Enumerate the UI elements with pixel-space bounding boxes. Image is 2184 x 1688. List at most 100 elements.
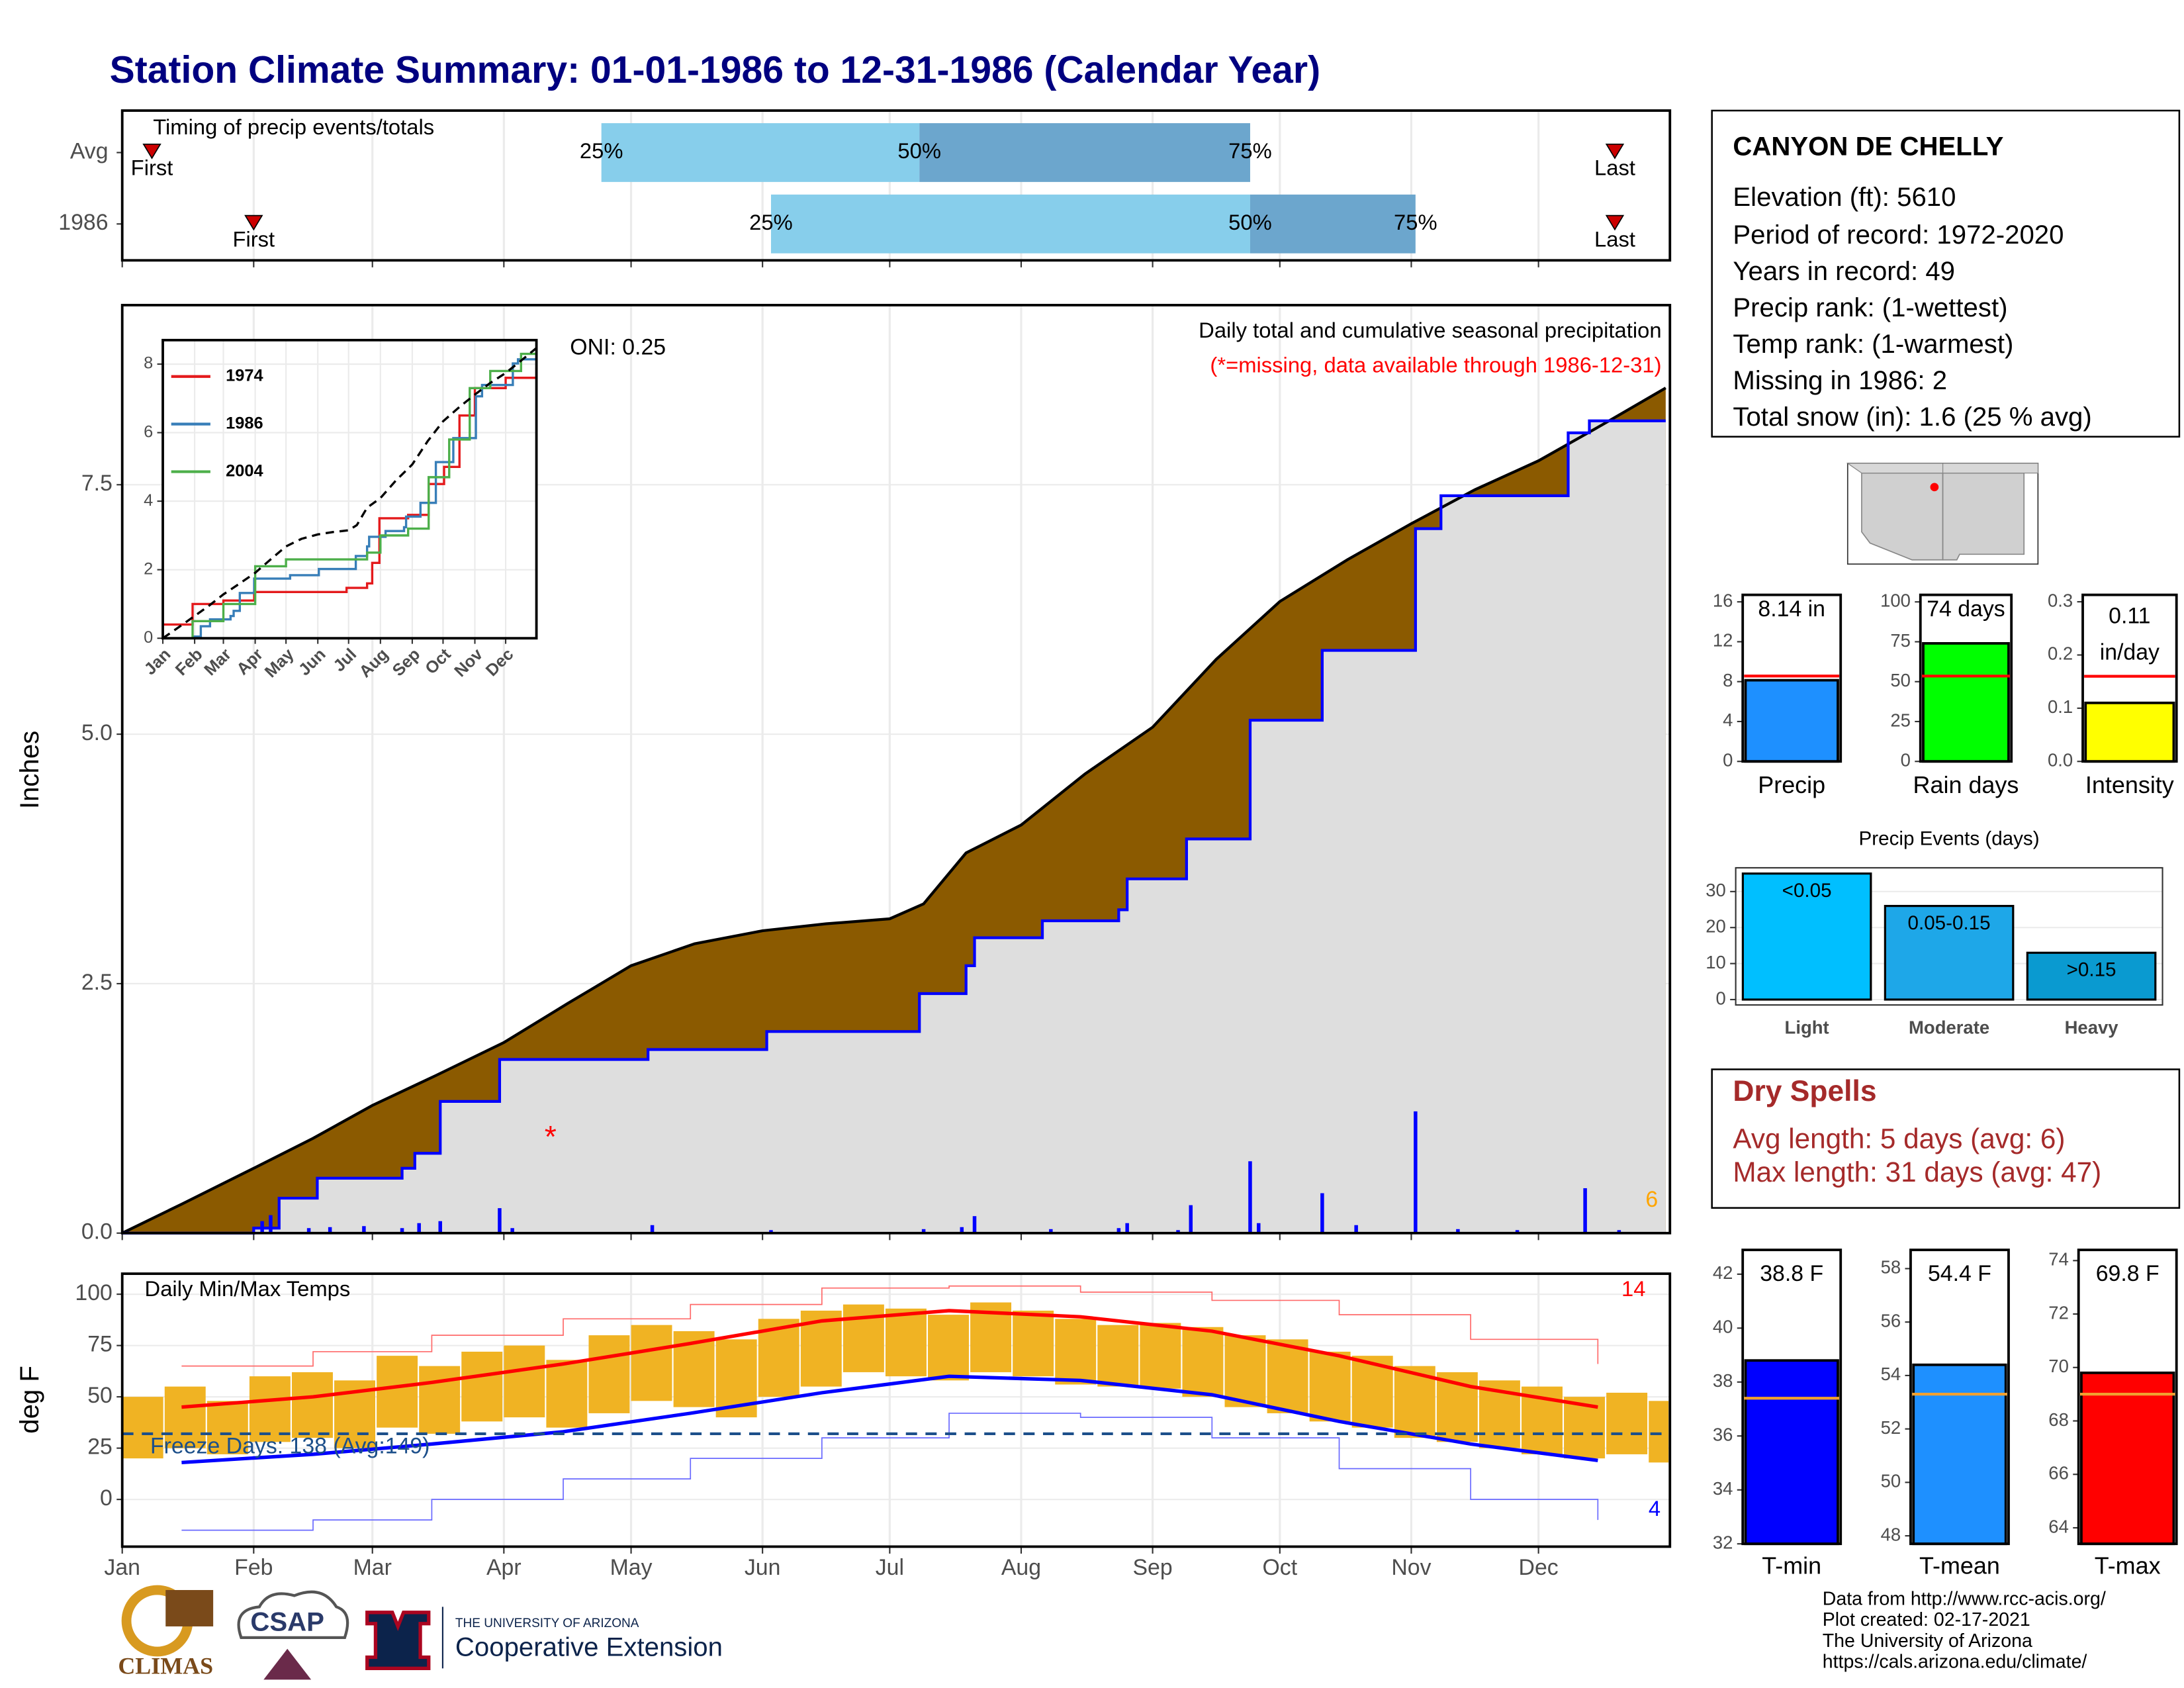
inset-background	[163, 340, 537, 639]
csap-mountain	[263, 1648, 312, 1680]
y-tick-label: 4	[1723, 710, 1733, 730]
y-tick-label: 50	[1890, 670, 1911, 690]
x-axis-label: T-mean	[1919, 1552, 2000, 1579]
plot-frame	[1735, 867, 2163, 1006]
daily-bar	[1049, 1229, 1053, 1233]
value-label: 0.11	[2109, 603, 2150, 628]
page-title: Station Climate Summary: 01-01-1986 to 1…	[110, 49, 1320, 91]
daily-bar	[960, 1227, 964, 1233]
y-tick-label: 50	[87, 1383, 113, 1408]
daily-bar	[438, 1221, 442, 1233]
dry-spells-line: Max length: 31 days (avg: 47)	[1733, 1156, 2101, 1188]
daily-bar	[1116, 1228, 1121, 1233]
y-tick-label: 75	[1890, 630, 1911, 651]
daily-bar	[510, 1228, 514, 1233]
daily-bar	[1456, 1229, 1460, 1233]
annotation: Daily total and cumulative seasonal prec…	[1199, 318, 1661, 342]
quartile-bar	[770, 194, 1250, 254]
panel-title: Daily Min/Max Temps	[145, 1276, 351, 1301]
csap-label: CSAP	[250, 1607, 324, 1636]
footer-line: The University of Arizona	[1823, 1630, 2032, 1652]
event-label: Last	[1594, 226, 1635, 251]
y-tick-label: 58	[1881, 1257, 1901, 1278]
climas-label: CLIMAS	[118, 1653, 213, 1679]
record-line	[181, 1285, 1599, 1367]
y-tick-label: 5.0	[81, 720, 113, 745]
locator-map	[1846, 463, 2039, 565]
temp-range-bar	[122, 1397, 163, 1459]
y-tick-label: 4	[144, 491, 153, 510]
temp-range-bar	[1182, 1327, 1224, 1397]
annotation: ONI: 0.25	[570, 334, 666, 359]
y-tick-label: 52	[1881, 1417, 1901, 1438]
temp-range-bar	[928, 1315, 969, 1381]
legend-label: 1986	[226, 414, 263, 432]
event-label: First	[232, 226, 275, 251]
dry-spells-title: Dry Spells	[1733, 1075, 1876, 1107]
plot-frame	[161, 338, 538, 640]
event-label: Last	[1594, 156, 1635, 180]
value-label: 54.4 F	[1928, 1261, 1991, 1286]
daily-bar	[1248, 1161, 1252, 1233]
y-tick-label: 25	[87, 1434, 113, 1460]
quartile-label: 75%	[1394, 210, 1437, 234]
legend-label: 1974	[226, 366, 263, 385]
annotation: 6	[1645, 1187, 1658, 1212]
y-tick-label: 0	[1716, 988, 1726, 1008]
map-state	[1942, 472, 2025, 561]
station-box	[1711, 109, 2181, 438]
temp-range-bar	[1097, 1325, 1139, 1387]
dry-spells-line: Avg length: 5 days (avg: 6)	[1733, 1123, 2065, 1154]
station-name: CANYON DE CHELLY	[1733, 132, 2003, 162]
temp-range-bar	[1140, 1323, 1181, 1389]
bar	[2084, 701, 2175, 763]
quartile-label: 50%	[1228, 210, 1272, 234]
temp-range-bar	[1606, 1392, 1648, 1454]
plot-frame	[1741, 593, 1843, 763]
y-tick-label: 12	[1713, 630, 1733, 651]
y-tick-label: 64	[2048, 1516, 2069, 1536]
y-tick-label: 25	[1890, 710, 1911, 730]
y-tick-label: 0	[100, 1485, 113, 1511]
x-tick-label: Apr	[486, 1555, 522, 1580]
csap-cloud	[237, 1590, 349, 1639]
station-line: Elevation (ft): 5610	[1733, 182, 1956, 212]
footer-line: https://cals.arizona.edu/climate/	[1823, 1651, 2087, 1672]
temp-range-bar	[377, 1356, 418, 1428]
x-tick-label: Jan	[104, 1555, 140, 1580]
y-tick-label: 70	[2048, 1356, 2069, 1376]
x-tick-label: Heavy	[2065, 1017, 2119, 1037]
series-line	[162, 347, 537, 639]
value-label: 69.8 F	[2096, 1261, 2160, 1286]
y-axis-label: deg F	[15, 1366, 44, 1434]
timing-title: Timing of precip events/totals	[153, 115, 434, 139]
temp-range-bar	[164, 1386, 206, 1448]
bar	[1744, 679, 1839, 763]
station-line: Precip rank: (1-wettest)	[1733, 293, 2007, 322]
cumulative-line	[121, 387, 1666, 1235]
x-axis-label: Intensity	[2085, 771, 2174, 798]
daily-bar	[306, 1228, 311, 1233]
record-line	[181, 1413, 1599, 1531]
y-tick-label: 36	[1713, 1425, 1733, 1445]
quartile-bar	[601, 123, 920, 182]
y-tick-label: 16	[1713, 590, 1733, 610]
y-tick-label: 72	[2048, 1302, 2069, 1323]
temp-range-bar	[631, 1325, 672, 1401]
quartile-label: 25%	[749, 210, 793, 234]
plot-frame	[120, 109, 1672, 262]
y-tick-label: 2.5	[81, 970, 113, 995]
plot-frame	[1741, 1248, 1843, 1546]
y-tick-label: 0.3	[2048, 590, 2073, 610]
x-tick-label: Aug	[1001, 1555, 1041, 1580]
y-tick-label: 0	[1901, 750, 1911, 771]
x-tick-label: Moderate	[1909, 1017, 1989, 1037]
y-tick-label: 32	[1713, 1532, 1733, 1552]
missing-marker: *	[545, 1119, 557, 1154]
temp-range-bar	[419, 1366, 461, 1434]
y-tick-label: 2	[144, 559, 153, 578]
quartile-bar	[919, 123, 1250, 182]
quartile-label: 25%	[580, 138, 623, 163]
